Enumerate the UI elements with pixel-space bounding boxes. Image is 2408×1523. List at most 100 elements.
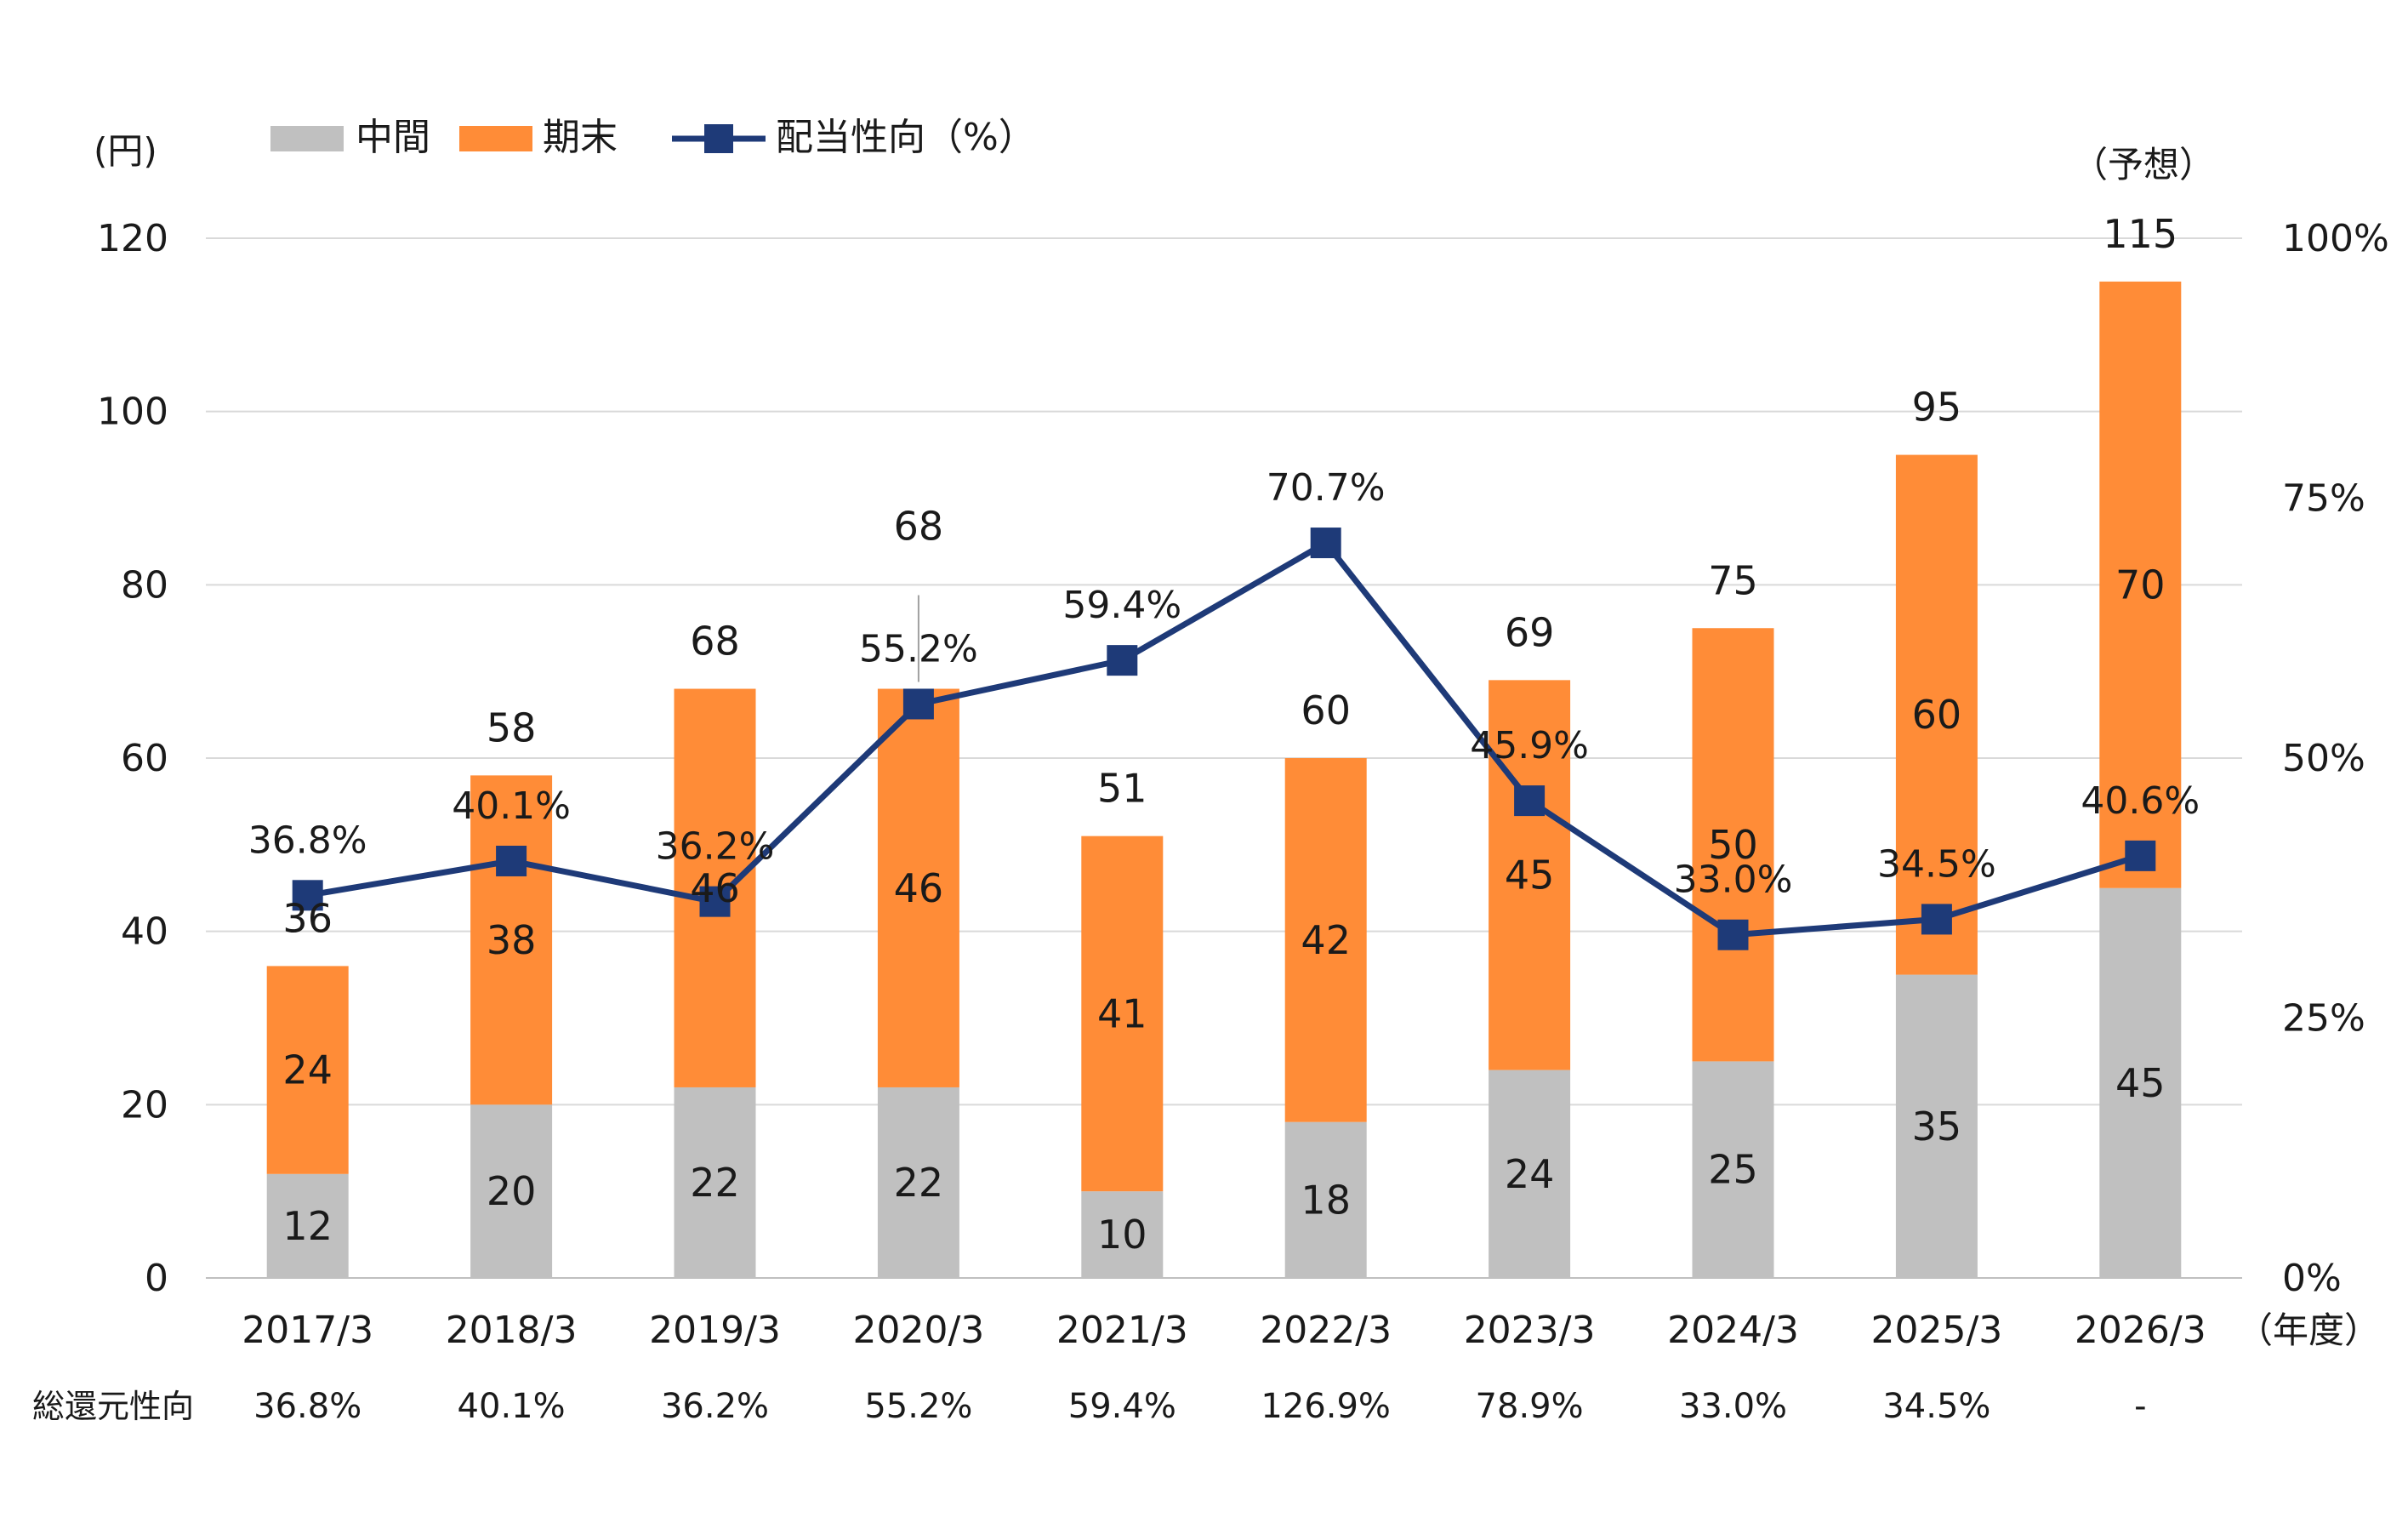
payout-ratio-marker bbox=[1921, 904, 1952, 935]
bar-final bbox=[2099, 281, 2182, 888]
legend-swatch-final bbox=[459, 126, 532, 151]
bar-interim-label: 20 bbox=[487, 1168, 537, 1214]
total-return-value: 40.1% bbox=[458, 1387, 566, 1426]
bar-final bbox=[1081, 836, 1164, 1192]
bar-interim bbox=[1081, 1191, 1164, 1278]
bar-final-label: 45 bbox=[1505, 852, 1555, 898]
bar-interim-label: 22 bbox=[690, 1160, 740, 1206]
x-tick-label: 2017/3 bbox=[242, 1309, 373, 1352]
payout-ratio-label: 34.5% bbox=[1877, 842, 1996, 886]
bar-final bbox=[266, 966, 349, 1174]
bar-interim bbox=[470, 1104, 553, 1278]
bar-total-label: 51 bbox=[1097, 766, 1147, 812]
bar-interim-label: 10 bbox=[1097, 1212, 1147, 1258]
y-tick-label: 20 bbox=[121, 1083, 168, 1127]
payout-ratio-label: 55.2% bbox=[859, 627, 978, 670]
payout-ratio-marker bbox=[496, 845, 527, 876]
bar-total-label: 95 bbox=[1912, 385, 1962, 431]
payout-ratio-marker bbox=[1514, 785, 1546, 817]
legend-marker-payout bbox=[704, 124, 733, 153]
bar-interim bbox=[1284, 1121, 1367, 1278]
bar-interim-label: 24 bbox=[1505, 1151, 1555, 1197]
y2-tick-label: 25% bbox=[2282, 997, 2365, 1041]
bar-interim bbox=[877, 1087, 959, 1278]
payout-ratio-marker bbox=[2125, 840, 2156, 871]
bar-final-label: 46 bbox=[690, 865, 740, 911]
x-axis-unit-label: （年度） bbox=[2237, 1309, 2380, 1351]
bar-final-label: 60 bbox=[1912, 692, 1962, 738]
bar-interim-label: 22 bbox=[894, 1160, 944, 1206]
bar-interim bbox=[1489, 1070, 1571, 1278]
y-tick-label: 40 bbox=[121, 910, 168, 954]
payout-ratio-line bbox=[292, 528, 2156, 950]
bar-interim-label: 35 bbox=[1912, 1104, 1962, 1149]
y-tick-label: 100 bbox=[97, 391, 168, 434]
bar-final bbox=[1489, 680, 1571, 1070]
bar-total-label: 68 bbox=[690, 619, 740, 665]
bar-interim bbox=[1895, 974, 1978, 1278]
y-tick-label: 120 bbox=[97, 217, 168, 260]
total-return-value: 59.4% bbox=[1068, 1387, 1176, 1426]
bar-final-label: 50 bbox=[1708, 822, 1758, 868]
bar-total-label: 36 bbox=[282, 895, 333, 941]
total-return-value: 36.2% bbox=[661, 1387, 769, 1426]
axes: (円) （年度） （予想） 0 20 40 60 80 100 120 0% 25% 50% 75%… bbox=[94, 130, 2389, 1352]
payout-ratio-marker bbox=[1107, 645, 1138, 676]
x-tick-label: 2020/3 bbox=[853, 1309, 985, 1352]
y-tick-label: 0 bbox=[145, 1257, 168, 1300]
x-tick-label: 2018/3 bbox=[446, 1309, 578, 1352]
bar-interim-label: 18 bbox=[1301, 1177, 1351, 1223]
legend: 中間 期末 配当性向（%） bbox=[270, 116, 1036, 159]
bar-final-label: 24 bbox=[282, 1047, 333, 1093]
x-tick-label: 2025/3 bbox=[1871, 1309, 2003, 1352]
total-return-value: 33.0% bbox=[1679, 1387, 1787, 1426]
legend-label-payout: 配当性向（%） bbox=[776, 116, 1036, 159]
payout-ratio-polyline bbox=[307, 539, 2142, 938]
payout-ratio-label: 36.2% bbox=[656, 825, 775, 869]
x-tick-label: 2024/3 bbox=[1667, 1309, 1799, 1352]
bar-total-label: 69 bbox=[1505, 609, 1555, 655]
legend-label-interim: 中間 bbox=[356, 116, 430, 159]
bar-total-label: 60 bbox=[1301, 687, 1351, 733]
y-tick-label: 80 bbox=[121, 563, 168, 607]
payout-ratio-label: 70.7% bbox=[1267, 466, 1386, 510]
bar-total-label: 58 bbox=[487, 704, 537, 750]
bar-total-label: 75 bbox=[1708, 557, 1758, 603]
total-return-value: 55.2% bbox=[864, 1387, 972, 1426]
x-tick-label: 2023/3 bbox=[1464, 1309, 1596, 1352]
y2-tick-label: 0% bbox=[2282, 1257, 2342, 1300]
x-tick-label: 2021/3 bbox=[1056, 1309, 1188, 1352]
total-return-value: 36.8% bbox=[253, 1387, 361, 1426]
bar-interim bbox=[674, 1087, 756, 1278]
y-axis-label: (円) bbox=[94, 130, 157, 172]
y-tick-label: 60 bbox=[121, 737, 168, 780]
bar-interim bbox=[1692, 1061, 1774, 1278]
forecast-label: （予想） bbox=[2072, 144, 2215, 185]
total-return-value: 34.5% bbox=[1882, 1387, 1990, 1426]
bar-final bbox=[877, 688, 959, 1087]
payout-ratio-marker bbox=[1717, 919, 1749, 950]
bar-interim bbox=[266, 1173, 349, 1278]
x-tick-label: 2019/3 bbox=[649, 1309, 781, 1352]
payout-ratio-marker bbox=[902, 688, 934, 720]
total-return-value: - bbox=[2134, 1387, 2146, 1426]
bar-final-label: 42 bbox=[1301, 917, 1351, 963]
bar-final bbox=[1284, 758, 1367, 1122]
payout-ratio-label: 33.0% bbox=[1674, 858, 1793, 902]
bar-total-label: 115 bbox=[2103, 211, 2177, 257]
bar-final-label: 38 bbox=[487, 917, 537, 963]
payout-ratio-marker bbox=[292, 880, 323, 911]
bar-interim-label: 45 bbox=[2115, 1060, 2166, 1106]
bar-total-label: 68 bbox=[894, 504, 944, 550]
total-return-row: 総還元性向 36.8% 40.1% 36.2% 55.2% 59.4% 126.9% 78.… bbox=[32, 1387, 2147, 1426]
legend-label-final: 期末 bbox=[543, 116, 618, 159]
bar-final bbox=[1692, 628, 1774, 1062]
bar-interim-label: 12 bbox=[282, 1203, 333, 1249]
x-tick-label: 2022/3 bbox=[1260, 1309, 1392, 1352]
total-return-value: 126.9% bbox=[1261, 1387, 1391, 1426]
total-return-label: 総還元性向 bbox=[32, 1388, 194, 1425]
y2-tick-label: 75% bbox=[2282, 477, 2365, 521]
bar-final-label: 41 bbox=[1097, 990, 1147, 1036]
